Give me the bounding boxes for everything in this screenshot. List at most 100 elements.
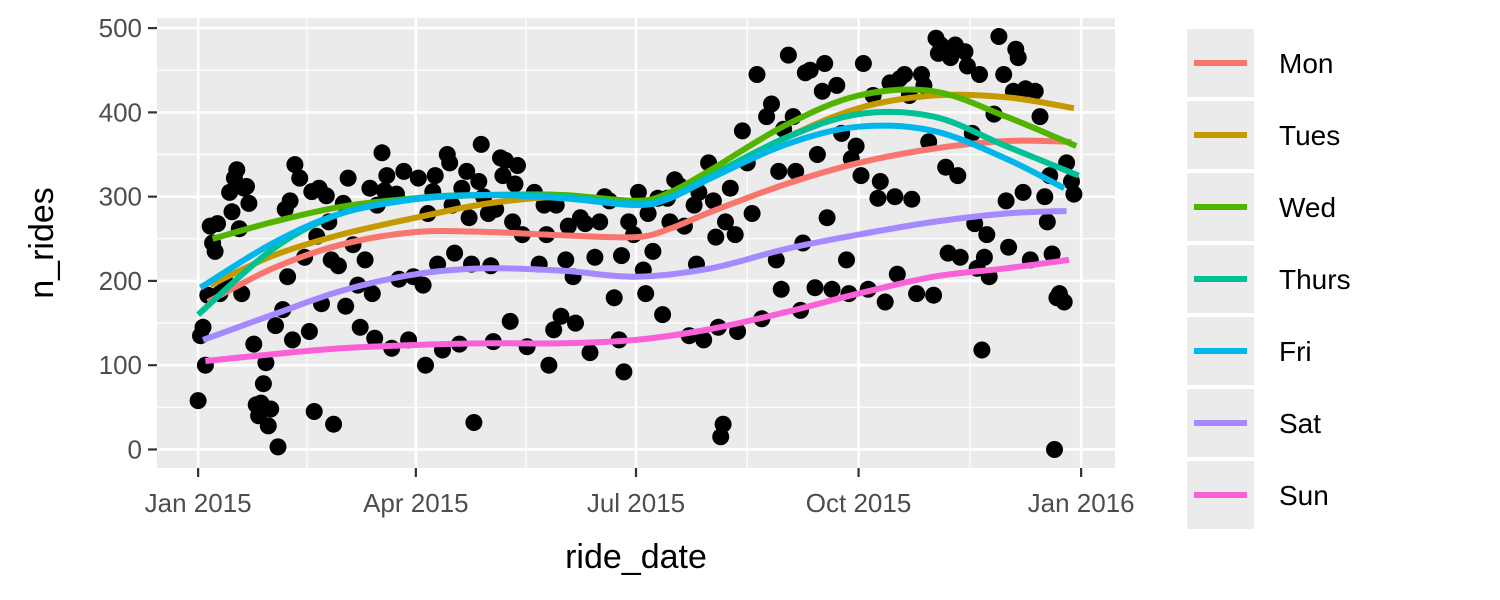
data-point [838,251,855,269]
trend-line-mon [206,137,1072,305]
legend-label: Mon [1279,48,1333,79]
legend-item-thurs: Thurs [1187,245,1351,313]
data-point [712,428,730,446]
y-tick-label: 200 [99,266,142,296]
x-tick-label: Jan 2015 [145,488,252,518]
data-point [238,178,255,195]
data-point [1014,183,1032,201]
data-point [896,66,913,83]
data-point [704,192,722,210]
legend-label: Tues [1279,120,1340,151]
data-point [937,158,955,176]
data-point [501,312,519,330]
data-point [1031,108,1049,126]
y-axis: 0 100 200 300 400 500 [99,13,157,464]
data-point [1026,82,1044,100]
data-point [613,247,630,265]
data-point [975,248,993,266]
data-point [748,66,766,83]
data-point [801,61,819,79]
data-point [559,217,577,235]
data-point [254,375,272,393]
data-point [267,317,284,335]
data-point [329,257,347,275]
data-point [971,66,988,83]
data-point [458,162,476,180]
data-point [300,323,318,340]
data-point [470,173,488,190]
x-tick-label: Apr 2015 [363,488,469,518]
data-point [886,188,904,206]
data-point [567,314,584,332]
data-point [779,46,797,64]
data-point [629,183,647,201]
data-point [958,57,976,75]
data-point [465,414,483,431]
data-point [291,169,309,187]
data-point [1043,245,1061,263]
y-tick-label: 100 [99,350,142,380]
data-point [361,179,379,197]
data-point [281,192,299,210]
data-point [535,196,553,214]
data-point [869,189,887,207]
legend-label: Sun [1279,480,1329,511]
data-point [245,335,263,353]
legend-item-wed: Wed [1187,173,1336,241]
data-point [639,205,657,222]
data-point [586,248,604,266]
data-point [1038,213,1056,231]
legend-label: Thurs [1279,264,1351,295]
data-point [925,286,943,304]
data-point [472,135,490,153]
data-point [426,167,444,185]
data-point [540,356,558,374]
data-point [262,400,280,418]
data-point [695,331,713,349]
data-point [806,279,824,297]
data-point [395,162,413,180]
data-point [591,213,609,231]
data-point [545,321,563,339]
legend: Mon Tues Wed Thurs Fri Sat Sun [1187,29,1351,529]
data-point [823,280,841,298]
data-point [772,280,790,298]
data-point [854,55,872,72]
trend-line-sat [201,208,1067,343]
data-point [284,331,301,349]
data-point [506,175,524,193]
data-point [787,162,805,180]
data-point [1055,293,1073,311]
data-point [644,242,662,260]
data-point [373,144,391,162]
x-axis: Jan 2015 Apr 2015 Jul 2015 Oct 2015 Jan 2016 [145,468,1135,518]
x-tick-label: Jan 2016 [1028,488,1135,518]
y-tick-label: 400 [99,97,142,127]
trend-line-fri [198,122,1066,291]
data-point [228,161,246,179]
data-point [557,251,575,269]
data-point [816,55,834,72]
data-point [637,285,655,303]
data-point [767,251,785,269]
data-point [504,213,522,231]
data-point [1065,185,1083,203]
data-point [951,248,969,266]
data-point [990,28,1008,45]
data-point [888,265,906,283]
data-point [337,297,355,315]
data-point [223,203,241,221]
data-point [417,356,434,374]
data-point [721,179,739,197]
data-point [414,276,432,294]
data-point [654,306,672,324]
data-point [978,226,996,244]
x-tick-label: Oct 2015 [806,488,912,518]
legend-item-fri: Fri [1187,317,1312,385]
data-point [409,169,427,187]
legend-item-tues: Tues [1187,101,1340,169]
legend-label: Sat [1279,408,1321,439]
y-tick-label: 300 [99,182,142,212]
